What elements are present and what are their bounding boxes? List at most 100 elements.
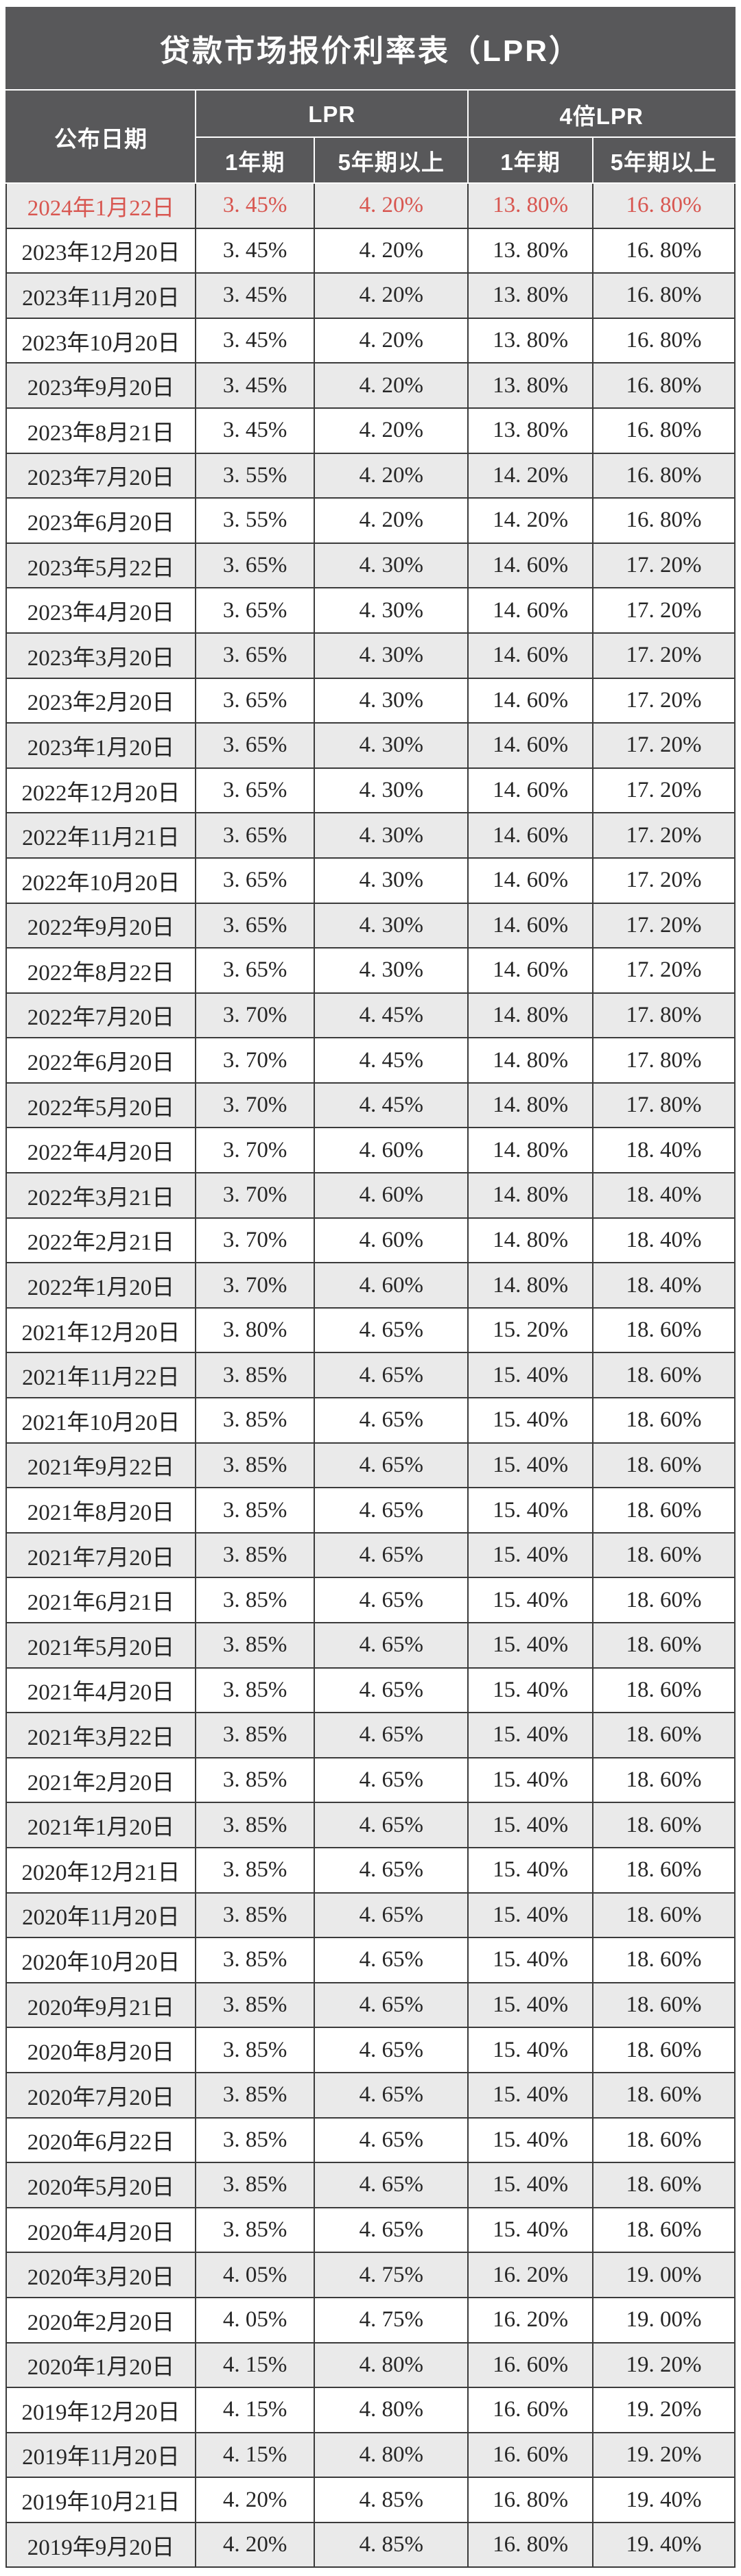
cell-4xlpr-1y: 16. 20% — [467, 2252, 593, 2298]
cell-lpr-1y: 3. 85% — [195, 2162, 316, 2208]
cell-lpr-5y: 4. 65% — [314, 1981, 469, 2029]
cell-lpr-1y: 3. 55% — [195, 452, 316, 499]
cell-4xlpr-5y: 17. 20% — [591, 767, 736, 814]
cell-4xlpr-5y: 16. 80% — [591, 362, 736, 409]
table-row: 2022年7月20日 3. 70% 4. 45% 14. 80% 17. 80% — [5, 992, 736, 1039]
cell-publish-date: 2022年12月20日 — [5, 767, 197, 814]
cell-lpr-5y: 4. 45% — [314, 1082, 469, 1129]
cell-publish-date: 2023年2月20日 — [5, 677, 197, 724]
cell-lpr-5y: 4. 30% — [314, 677, 469, 724]
cell-4xlpr-5y: 18. 40% — [591, 1262, 736, 1309]
table-row: 2022年5月20日 3. 70% 4. 45% 14. 80% 17. 80% — [5, 1082, 736, 1129]
table-row: 2022年9月20日 3. 65% 4. 30% 14. 60% 17. 20% — [5, 902, 736, 949]
cell-4xlpr-5y: 18. 40% — [591, 1217, 736, 1264]
table-row: 2023年11月20日 3. 45% 4. 20% 13. 80% 16. 80… — [5, 272, 736, 319]
cell-4xlpr-5y: 17. 20% — [591, 542, 736, 589]
cell-lpr-5y: 4. 60% — [314, 1217, 469, 1264]
cell-4xlpr-1y: 16. 20% — [467, 2296, 593, 2344]
cell-publish-date: 2023年6月20日 — [5, 497, 197, 544]
table-row: 2020年7月20日 3. 85% 4. 65% 15. 40% 18. 60% — [5, 2071, 736, 2119]
table-row: 2021年11月22日 3. 85% 4. 65% 15. 40% 18. 60… — [5, 1352, 736, 1399]
cell-lpr-1y: 3. 65% — [195, 812, 316, 859]
cell-4xlpr-1y: 15. 40% — [467, 1756, 593, 1804]
cell-lpr-1y: 3. 85% — [195, 1622, 316, 1669]
cell-publish-date: 2020年11月20日 — [5, 1892, 197, 1939]
table-row: 2021年2月20日 3. 85% 4. 65% 15. 40% 18. 60% — [5, 1756, 736, 1804]
table-row: 2023年3月20日 3. 65% 4. 30% 14. 60% 17. 20% — [5, 632, 736, 679]
cell-4xlpr-5y: 18. 60% — [591, 1352, 736, 1399]
table-row: 2023年10月20日 3. 45% 4. 20% 13. 80% 16. 80… — [5, 317, 736, 364]
cell-publish-date: 2023年1月20日 — [5, 722, 197, 769]
cell-lpr-5y: 4. 85% — [314, 2521, 469, 2568]
cell-lpr-1y: 3. 85% — [195, 1531, 316, 1579]
cell-publish-date: 2022年1月20日 — [5, 1262, 197, 1309]
table-row: 2020年2月20日 4. 05% 4. 75% 16. 20% 19. 00% — [5, 2296, 736, 2344]
cell-publish-date: 2020年4月20日 — [5, 2206, 197, 2254]
cell-4xlpr-5y: 16. 80% — [591, 182, 736, 229]
cell-publish-date: 2023年9月20日 — [5, 362, 197, 409]
table-row: 2023年4月20日 3. 65% 4. 30% 14. 60% 17. 20% — [5, 587, 736, 634]
table-row: 2019年12月20日 4. 15% 4. 80% 16. 60% 19. 20… — [5, 2387, 736, 2433]
table-row: 2024年1月22日 3. 45% 4. 20% 13. 80% 16. 80% — [5, 182, 736, 229]
header-group-4xlpr: 4倍LPR — [467, 91, 736, 138]
cell-lpr-1y: 3. 45% — [195, 182, 316, 229]
cell-publish-date: 2020年5月20日 — [5, 2162, 197, 2208]
subheader-lpr-1y: 1年期 — [195, 136, 316, 184]
cell-4xlpr-5y: 16. 80% — [591, 407, 736, 454]
cell-4xlpr-5y: 18. 60% — [591, 2027, 736, 2073]
cell-lpr-5y: 4. 65% — [314, 1352, 469, 1399]
cell-4xlpr-1y: 15. 40% — [467, 1802, 593, 1848]
cell-lpr-5y: 4. 30% — [314, 632, 469, 679]
cell-lpr-5y: 4. 20% — [314, 272, 469, 319]
cell-lpr-1y: 3. 65% — [195, 947, 316, 994]
cell-4xlpr-1y: 15. 40% — [467, 2071, 593, 2119]
cell-lpr-1y: 3. 65% — [195, 767, 316, 814]
cell-lpr-5y: 4. 20% — [314, 362, 469, 409]
cell-lpr-1y: 4. 15% — [195, 2431, 316, 2479]
cell-lpr-1y: 3. 70% — [195, 1262, 316, 1309]
cell-publish-date: 2023年12月20日 — [5, 227, 197, 274]
cell-lpr-5y: 4. 65% — [314, 1712, 469, 1758]
cell-4xlpr-1y: 13. 80% — [467, 407, 593, 454]
cell-lpr-1y: 4. 20% — [195, 2477, 316, 2523]
cell-4xlpr-5y: 18. 60% — [591, 1756, 736, 1804]
cell-publish-date: 2021年7月20日 — [5, 1531, 197, 1579]
cell-lpr-1y: 3. 65% — [195, 902, 316, 949]
cell-4xlpr-1y: 15. 40% — [467, 2206, 593, 2254]
cell-lpr-5y: 4. 65% — [314, 1667, 469, 1714]
cell-publish-date: 2020年12月21日 — [5, 1846, 197, 1894]
cell-4xlpr-5y: 18. 60% — [591, 1397, 736, 1444]
cell-publish-date: 2022年2月21日 — [5, 1217, 197, 1264]
cell-lpr-1y: 3. 65% — [195, 542, 316, 589]
cell-4xlpr-1y: 16. 60% — [467, 2387, 593, 2433]
cell-lpr-5y: 4. 30% — [314, 812, 469, 859]
cell-4xlpr-5y: 18. 60% — [591, 1937, 736, 1983]
cell-4xlpr-1y: 14. 60% — [467, 542, 593, 589]
cell-lpr-5y: 4. 65% — [314, 2071, 469, 2119]
cell-lpr-5y: 4. 65% — [314, 2116, 469, 2164]
table-row: 2021年12月20日 3. 80% 4. 65% 15. 20% 18. 60… — [5, 1307, 736, 1354]
cell-lpr-1y: 3. 70% — [195, 1217, 316, 1264]
table-row: 2023年9月20日 3. 45% 4. 20% 13. 80% 16. 80% — [5, 362, 736, 409]
cell-publish-date: 2020年6月22日 — [5, 2116, 197, 2164]
cell-lpr-5y: 4. 80% — [314, 2431, 469, 2479]
cell-publish-date: 2021年2月20日 — [5, 1756, 197, 1804]
cell-publish-date: 2023年5月22日 — [5, 542, 197, 589]
cell-lpr-5y: 4. 20% — [314, 317, 469, 364]
cell-4xlpr-5y: 16. 80% — [591, 227, 736, 274]
table-row: 2020年5月20日 3. 85% 4. 65% 15. 40% 18. 60% — [5, 2162, 736, 2208]
cell-publish-date: 2020年1月20日 — [5, 2341, 197, 2389]
cell-4xlpr-1y: 15. 40% — [467, 1577, 593, 1623]
cell-4xlpr-1y: 15. 40% — [467, 2027, 593, 2073]
cell-publish-date: 2022年7月20日 — [5, 992, 197, 1039]
table-row: 2022年8月22日 3. 65% 4. 30% 14. 60% 17. 20% — [5, 947, 736, 994]
table-row: 2020年1月20日 4. 15% 4. 80% 16. 60% 19. 20% — [5, 2341, 736, 2389]
cell-4xlpr-1y: 15. 40% — [467, 1667, 593, 1714]
cell-4xlpr-1y: 14. 80% — [467, 1217, 593, 1264]
cell-lpr-1y: 3. 55% — [195, 497, 316, 544]
table-row: 2023年12月20日 3. 45% 4. 20% 13. 80% 16. 80… — [5, 227, 736, 274]
cell-publish-date: 2022年3月21日 — [5, 1172, 197, 1219]
page-title: 贷款市场报价利率表（LPR） — [5, 7, 736, 89]
cell-publish-date: 2021年1月20日 — [5, 1802, 197, 1848]
